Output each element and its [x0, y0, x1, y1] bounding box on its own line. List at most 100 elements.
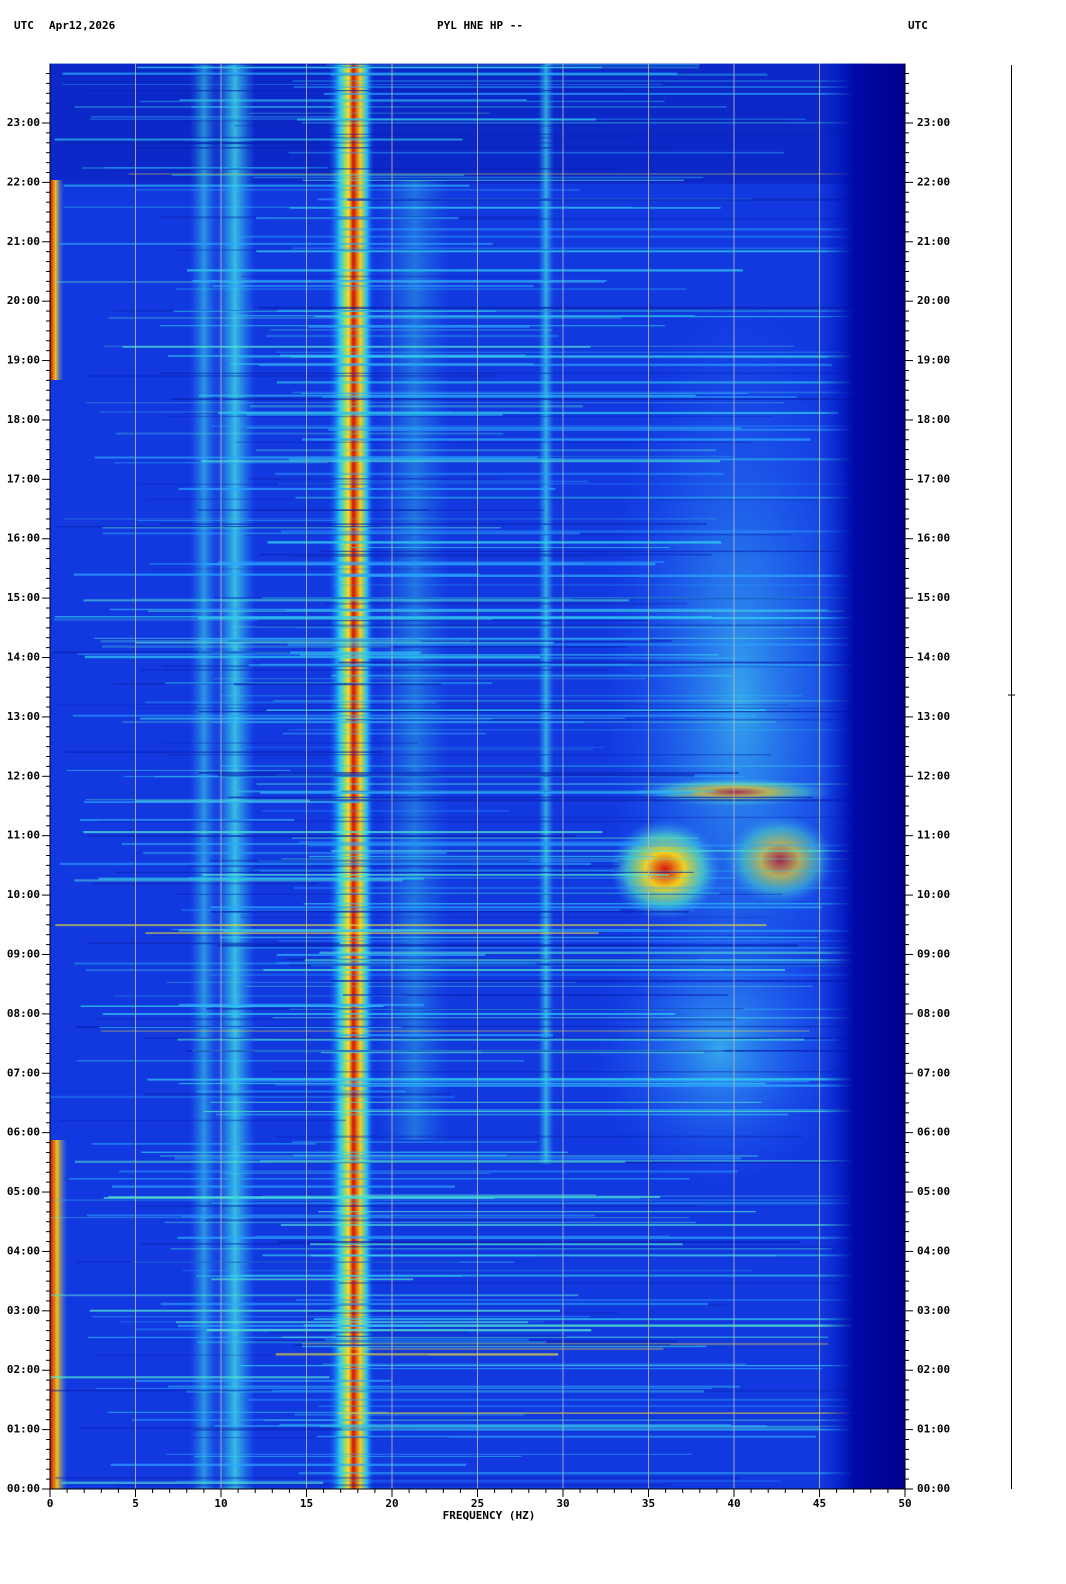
- streak: [339, 480, 589, 483]
- streak: [295, 1299, 905, 1302]
- streak: [204, 1219, 567, 1222]
- streak: [60, 862, 592, 866]
- streak: [102, 527, 501, 529]
- streak: [51, 1389, 273, 1392]
- streak: [253, 176, 704, 179]
- streak: [254, 1235, 670, 1237]
- streak: [128, 173, 894, 175]
- streak: [198, 616, 905, 620]
- y-tick-label: 23:00: [7, 116, 40, 129]
- streak: [162, 742, 418, 744]
- streak: [61, 1481, 324, 1484]
- streak: [198, 771, 739, 774]
- streak: [165, 415, 773, 418]
- streak: [292, 80, 905, 82]
- streak: [263, 969, 785, 971]
- streak: [185, 1049, 905, 1052]
- streak: [113, 310, 883, 312]
- streak: [314, 315, 905, 318]
- streak: [211, 425, 862, 428]
- streak: [308, 325, 530, 328]
- streak: [257, 859, 619, 863]
- streak: [335, 892, 720, 895]
- streak: [348, 547, 670, 549]
- streak: [197, 1341, 547, 1344]
- streak: [178, 929, 549, 932]
- streak: [139, 100, 665, 103]
- streak: [210, 906, 822, 909]
- streak: [260, 791, 693, 794]
- streak: [272, 1071, 905, 1073]
- streak: [164, 681, 493, 685]
- streak: [55, 1476, 740, 1480]
- streak: [148, 610, 845, 612]
- streak: [233, 626, 905, 628]
- streak: [301, 438, 811, 441]
- x-tick-label: 5: [132, 1497, 139, 1510]
- streak: [193, 1428, 416, 1431]
- streak: [97, 820, 654, 823]
- streak: [99, 1026, 402, 1029]
- streaks: [50, 63, 905, 1487]
- streak: [296, 626, 792, 629]
- streak: [109, 608, 734, 611]
- streak: [227, 639, 672, 643]
- streak: [130, 136, 633, 139]
- streak: [171, 398, 904, 401]
- y-tick-label: 17:00: [7, 472, 40, 485]
- streak: [190, 106, 727, 108]
- streak: [322, 1363, 746, 1366]
- streak: [50, 1095, 455, 1099]
- streak: [89, 1309, 560, 1312]
- streak: [137, 1205, 698, 1207]
- y-tick-label: 02:00: [7, 1363, 40, 1376]
- streak: [73, 714, 756, 717]
- streak: [159, 141, 567, 144]
- streak: [165, 754, 772, 756]
- streak: [217, 561, 665, 563]
- streak: [349, 1389, 905, 1393]
- streak: [82, 167, 309, 169]
- streak: [136, 66, 602, 69]
- streak: [338, 661, 905, 664]
- streak: [102, 645, 391, 648]
- streak: [267, 217, 878, 221]
- streak: [218, 411, 839, 415]
- left-header: UTC: [14, 19, 34, 32]
- streak: [258, 620, 647, 622]
- streak: [278, 483, 905, 485]
- streak: [234, 124, 612, 127]
- streak: [80, 1005, 384, 1008]
- streak: [303, 902, 905, 905]
- streak: [347, 198, 905, 201]
- streak: [211, 1278, 414, 1281]
- streak: [65, 751, 382, 753]
- streak: [179, 99, 527, 102]
- streak: [335, 1335, 567, 1338]
- streak: [50, 1376, 330, 1379]
- streak: [274, 1161, 890, 1164]
- streak: [210, 910, 690, 913]
- x-tick-label: 50: [898, 1497, 911, 1510]
- streak: [303, 1324, 905, 1327]
- streak: [92, 1315, 590, 1318]
- y-tick-label: 04:00: [7, 1244, 40, 1257]
- streak: [248, 1398, 905, 1401]
- streak: [300, 392, 748, 394]
- y-tick-label: 10:00: [917, 888, 950, 901]
- streak: [153, 568, 474, 570]
- streak: [144, 1093, 451, 1096]
- streak: [213, 678, 646, 680]
- grid: [135, 63, 820, 1489]
- streak: [175, 1321, 529, 1324]
- streak: [273, 700, 863, 702]
- streak: [115, 871, 694, 873]
- streak: [176, 893, 783, 895]
- streak: [262, 1195, 905, 1197]
- y-tick-label: 09:00: [7, 947, 40, 960]
- streak: [237, 315, 695, 317]
- streak: [146, 498, 905, 501]
- streak: [320, 550, 843, 553]
- streak: [198, 638, 650, 641]
- streak: [319, 951, 905, 955]
